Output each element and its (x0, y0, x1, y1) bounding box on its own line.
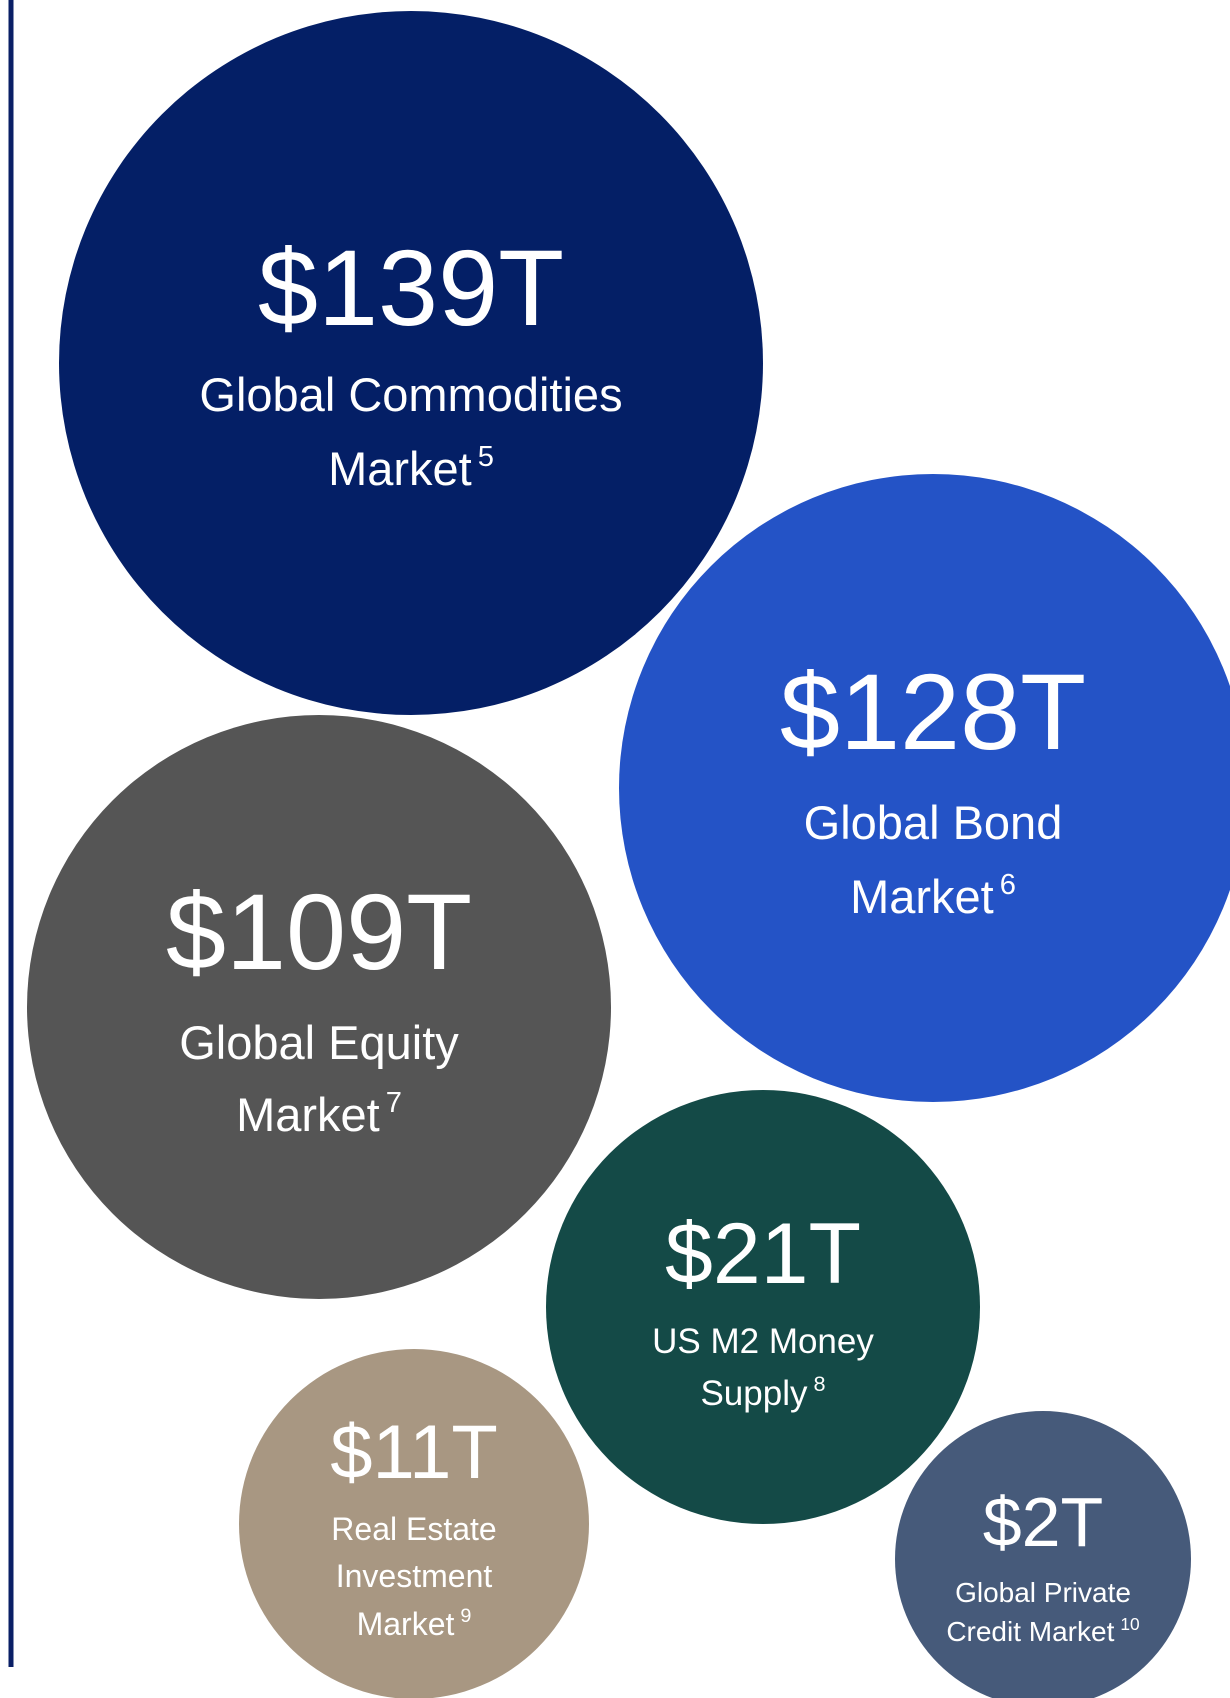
bubble-circle (27, 715, 611, 1299)
bubble: $21T US M2 Money Supply 8 (546, 1090, 980, 1524)
bubble-circle (895, 1411, 1191, 1698)
bubble-label-line: Global Commodities (199, 368, 622, 421)
bubble-label: US M2 Money (652, 1322, 874, 1361)
footnote-ref: 8 (813, 1371, 825, 1396)
bubble-label-line: Real Estate (331, 1511, 496, 1547)
bubble-circle (59, 11, 763, 715)
bubble-label: Investment (336, 1558, 493, 1594)
bubble: $128T Global Bond Market 6 (619, 474, 1230, 1102)
bubble-label: Global Commodities (199, 368, 622, 421)
bubble-label-line: Market (357, 1606, 455, 1642)
bubble-label: Market 7 (236, 1087, 402, 1141)
bubble-value: $11T (330, 1410, 498, 1495)
bubble-label-line: Credit Market (946, 1616, 1114, 1647)
footnote-ref: 5 (478, 441, 494, 473)
bubble-label-line: Market (236, 1088, 380, 1141)
footnote-ref: 10 (1120, 1614, 1139, 1634)
bubble-label: Market 5 (328, 441, 494, 495)
bubble: $2T Global Private Credit Market 10 (895, 1411, 1191, 1698)
bubble-label-line: Global Equity (179, 1016, 459, 1069)
bubble-value: $109T (166, 871, 472, 992)
bubble-label: Market 9 (357, 1605, 472, 1642)
bubble-circle (546, 1090, 980, 1524)
bubble-value: $2T (983, 1483, 1104, 1561)
bubble-label-line: US M2 Money (652, 1322, 874, 1361)
bubble-label: Market 6 (850, 869, 1016, 923)
bubble: $11T Real Estate Investment Market 9 (239, 1349, 589, 1698)
bubble-label: Credit Market 10 (946, 1614, 1139, 1647)
bubble-circle (619, 474, 1230, 1102)
bubble-label-line: Global Bond (804, 796, 1063, 849)
bubble: $139T Global Commodities Market 5 (59, 11, 763, 715)
bubble-label-line: Market (850, 870, 994, 923)
bubble-label: Global Private (955, 1577, 1131, 1608)
footnote-ref: 6 (1000, 869, 1016, 901)
footnote-ref: 9 (460, 1605, 471, 1627)
bubble-label: Global Bond (804, 796, 1063, 849)
bubble-circle (239, 1349, 589, 1698)
bubble-value: $21T (665, 1206, 861, 1302)
bubble-label-line: Global Private (955, 1577, 1131, 1608)
bubble-value: $128T (780, 651, 1086, 772)
bubble-label-line: Investment (336, 1558, 493, 1594)
bubble-label: Global Equity (179, 1016, 459, 1069)
bubble-label-line: Market (328, 442, 472, 495)
bubble-value: $139T (258, 227, 564, 348)
bubble: $109T Global Equity Market 7 (27, 715, 611, 1299)
bubble-label-line: Supply (700, 1374, 808, 1413)
footnote-ref: 7 (386, 1087, 402, 1119)
bubble-label: Supply 8 (700, 1371, 825, 1413)
bubble-label: Real Estate (331, 1511, 496, 1547)
